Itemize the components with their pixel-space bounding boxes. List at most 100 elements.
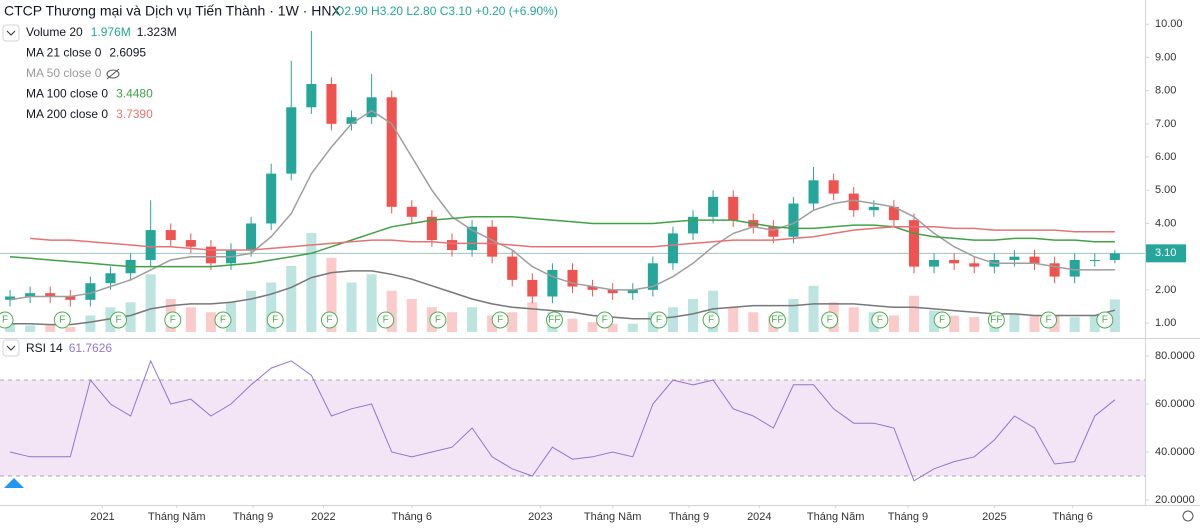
volume-bar xyxy=(527,302,538,332)
rsi-line xyxy=(9,359,1116,482)
event-marker[interactable] xyxy=(53,311,71,329)
x-tick-label: 2025 xyxy=(982,511,1006,523)
ma-line xyxy=(30,226,1115,251)
volume-bar xyxy=(45,325,56,332)
event-marker[interactable] xyxy=(266,311,284,329)
candle-body xyxy=(406,206,417,217)
candle-body xyxy=(145,230,156,260)
volume-bar xyxy=(607,323,618,332)
y-tick-label: 4.00 xyxy=(1155,217,1176,229)
candle-body xyxy=(688,216,699,234)
event-marker[interactable] xyxy=(702,311,720,329)
candle-body xyxy=(667,233,678,264)
legend-value: 2.6095 xyxy=(109,46,146,60)
event-label: F xyxy=(939,315,945,326)
settings-icon[interactable] xyxy=(1182,510,1194,522)
event-label: F xyxy=(2,315,8,326)
rsi-tick-label: 20.0000 xyxy=(1155,494,1195,506)
legend-name: MA 200 close 0 xyxy=(26,107,108,121)
candle-body xyxy=(346,117,357,124)
volume-bar xyxy=(386,290,397,332)
volume-bar xyxy=(507,312,518,332)
volume-bar xyxy=(888,315,899,332)
x-tick-label: Tháng Năm xyxy=(584,511,641,523)
candle-body xyxy=(205,246,216,264)
candle-body xyxy=(647,263,658,290)
candle-body xyxy=(1089,259,1100,261)
candle-body xyxy=(627,289,638,294)
chart-title: CTCP Thương mại và Dịch vụ Tiến Thành · … xyxy=(4,3,341,19)
event-marker[interactable] xyxy=(491,311,509,329)
volume-bar xyxy=(145,274,156,332)
legend-name: Volume 20 xyxy=(26,25,83,39)
y-tick-label: 9.00 xyxy=(1155,51,1176,63)
candle-body xyxy=(386,97,397,207)
y-tick-label: 5.00 xyxy=(1155,184,1176,196)
event-marker[interactable] xyxy=(987,311,1005,329)
legend-value: 3.7390 xyxy=(116,107,153,121)
collapse-button[interactable] xyxy=(2,24,20,42)
y-tick-label: 7.00 xyxy=(1155,118,1176,130)
x-tick-label: Tháng 6 xyxy=(392,511,432,523)
rsi-tick-label: 40.0000 xyxy=(1155,446,1195,458)
candle-body xyxy=(929,259,940,267)
candle-body xyxy=(65,296,76,300)
eye-icon[interactable] xyxy=(106,68,120,80)
event-marker[interactable] xyxy=(110,311,128,329)
event-label: F xyxy=(115,315,121,326)
event-marker[interactable] xyxy=(650,311,668,329)
event-marker[interactable] xyxy=(429,311,447,329)
event-marker[interactable] xyxy=(871,311,889,329)
event-marker[interactable] xyxy=(1096,311,1114,329)
event-marker[interactable] xyxy=(0,311,14,329)
x-tick-label: 2022 xyxy=(311,511,335,523)
candle-body xyxy=(25,293,36,297)
event-marker[interactable] xyxy=(320,311,338,329)
candle-body xyxy=(266,173,277,224)
event-marker[interactable] xyxy=(933,311,951,329)
volume-bar xyxy=(788,299,799,332)
volume-bar xyxy=(949,315,960,332)
event-marker[interactable] xyxy=(545,311,563,329)
event-marker[interactable] xyxy=(164,311,182,329)
volume-bar xyxy=(366,274,377,332)
candle-body xyxy=(848,193,859,211)
candle-layer xyxy=(5,30,1120,307)
logo xyxy=(4,478,24,488)
volume-bar xyxy=(567,318,578,332)
volume-ma-line xyxy=(10,270,1116,326)
event-label: F xyxy=(383,315,389,326)
collapse-icon xyxy=(6,345,16,351)
candle-body xyxy=(446,240,457,251)
event-marker[interactable] xyxy=(214,311,232,329)
candle-body xyxy=(768,226,779,237)
candle-body xyxy=(888,206,899,221)
volume-bar xyxy=(406,299,417,332)
event-label: F xyxy=(170,315,176,326)
rsi-band xyxy=(0,380,1145,476)
candle-body xyxy=(868,206,879,211)
x-tick-label: 2024 xyxy=(747,511,771,523)
volume-bar xyxy=(306,233,317,332)
event-marker[interactable] xyxy=(377,311,395,329)
event-marker[interactable] xyxy=(596,311,614,329)
candle-body xyxy=(286,107,297,174)
event-marker[interactable] xyxy=(768,311,786,329)
volume-bar xyxy=(808,285,819,332)
candle-body xyxy=(5,296,16,300)
event-label: F xyxy=(497,315,503,326)
candle-body xyxy=(366,97,377,118)
event-label: F xyxy=(1102,315,1108,326)
event-label: F xyxy=(435,315,441,326)
volume-bar xyxy=(326,257,337,332)
volume-bar xyxy=(467,307,478,332)
candle-body xyxy=(828,180,839,194)
event-marker[interactable] xyxy=(821,311,839,329)
x-tick-label: Tháng Năm xyxy=(148,511,205,523)
rsi-collapse-button[interactable] xyxy=(2,339,20,357)
candle-body xyxy=(246,223,257,251)
volume-bar xyxy=(85,315,96,332)
ma-line xyxy=(9,216,1115,268)
ohlc-values: O2.90 H3.20 L2.80 C3.10 +0.20 (+6.90%) xyxy=(335,4,558,18)
event-marker[interactable] xyxy=(1040,311,1058,329)
